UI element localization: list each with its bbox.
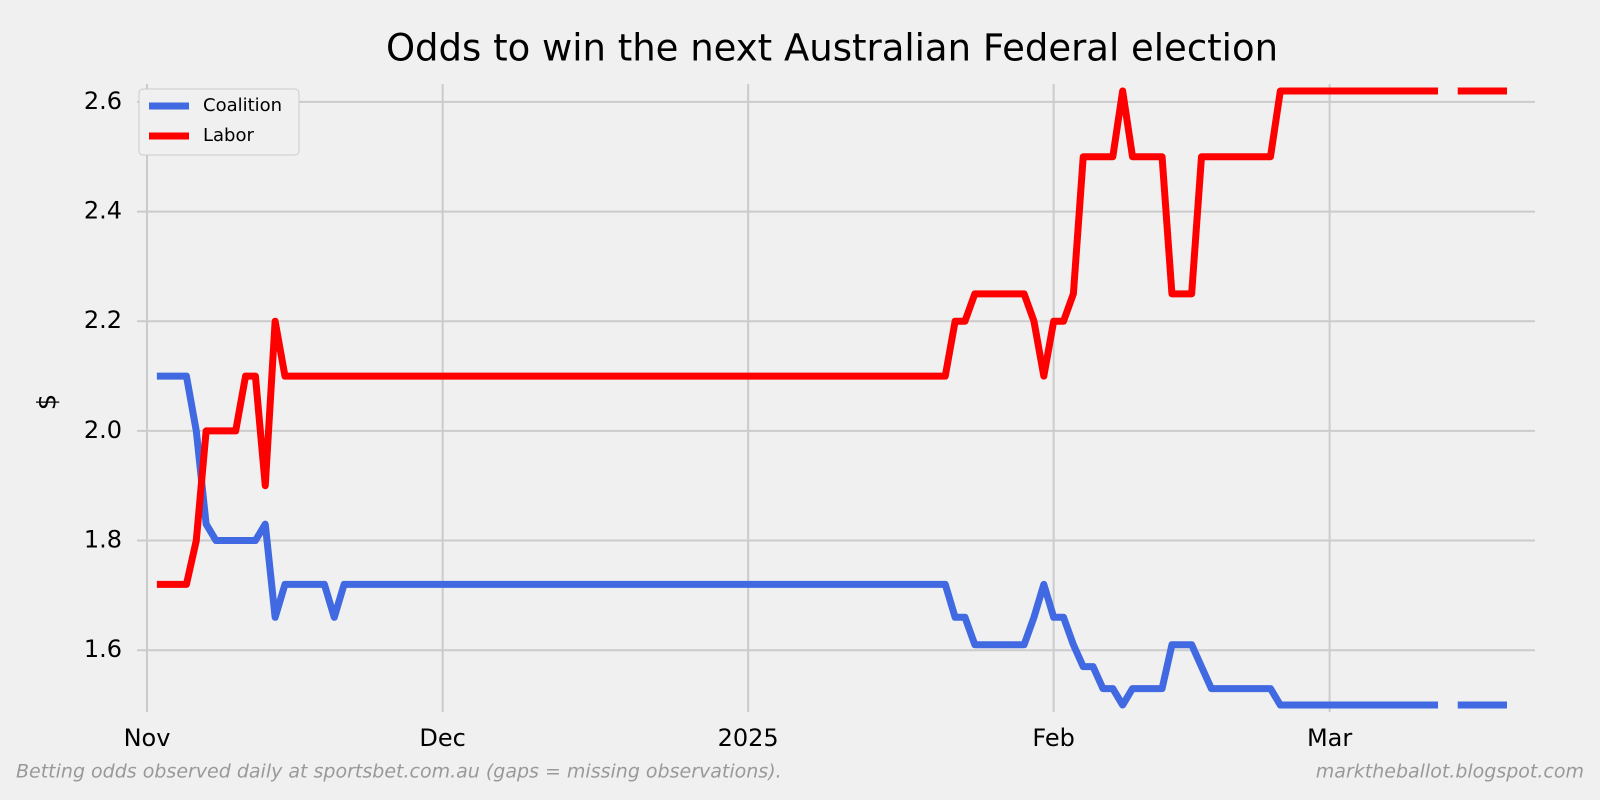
legend-label: Coalition <box>203 95 282 116</box>
chart-title: Odds to win the next Australian Federal … <box>386 27 1278 70</box>
y-tick-label: 2.0 <box>84 416 122 444</box>
footer-right: marktheballot.blogspot.com <box>1316 761 1584 783</box>
y-tick-label: 1.6 <box>84 635 122 663</box>
plot <box>156 87 1507 709</box>
footer-left: Betting odds observed daily at sportsbet… <box>16 761 782 783</box>
y-tick-label: 1.8 <box>84 526 122 554</box>
y-tick-label: 2.4 <box>84 197 122 225</box>
legend-label: Labor <box>203 125 254 146</box>
series-line <box>156 372 1507 709</box>
y-tick-label: 2.2 <box>84 306 122 334</box>
series-line <box>156 87 1507 588</box>
y-axis-label: $ <box>33 394 63 411</box>
grid: 1.6 1.8 2.0 2.2 2.4 2.6 Nov Dec 2025 Feb Mar <box>84 84 1535 752</box>
y-tick-label: 2.6 <box>84 87 122 115</box>
x-tick-label: Feb <box>1032 724 1075 752</box>
x-tick-label: Dec <box>419 724 465 752</box>
x-tick-label: 2025 <box>718 724 779 752</box>
x-tick-label: Nov <box>124 724 171 752</box>
x-tick-label: Mar <box>1307 724 1352 752</box>
legend: Coalition Labor <box>138 88 300 156</box>
